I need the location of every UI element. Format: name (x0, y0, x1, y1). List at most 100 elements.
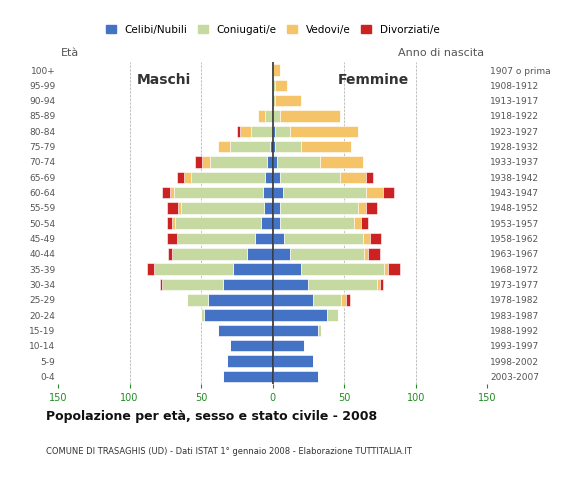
Bar (365, 202, 377, 214)
Bar (273, 264, 301, 275)
Bar (270, 141, 273, 152)
Bar (177, 233, 255, 244)
Bar (266, 110, 273, 122)
Bar (368, 248, 380, 260)
Bar (277, 156, 320, 168)
Bar (309, 279, 377, 290)
Bar (233, 264, 273, 275)
Bar (261, 217, 273, 229)
Bar (162, 187, 169, 198)
Bar (174, 187, 263, 198)
Bar (191, 171, 266, 183)
Bar (280, 171, 340, 183)
Bar (172, 217, 175, 229)
Bar (230, 340, 273, 351)
Bar (280, 217, 354, 229)
Bar (273, 233, 284, 244)
Bar (273, 217, 280, 229)
Bar (362, 233, 370, 244)
Bar (354, 217, 361, 229)
Bar (266, 171, 273, 183)
Bar (273, 64, 280, 76)
Bar (227, 355, 273, 367)
Bar (240, 126, 251, 137)
Bar (267, 156, 273, 168)
Bar (280, 110, 340, 122)
Bar (264, 202, 273, 214)
Bar (273, 371, 318, 382)
Bar (162, 279, 223, 290)
Bar (230, 141, 270, 152)
Bar (346, 294, 350, 305)
Bar (247, 248, 273, 260)
Bar (383, 187, 394, 198)
Bar (273, 340, 304, 351)
Bar (223, 279, 273, 290)
Bar (251, 126, 273, 137)
Bar (273, 156, 277, 168)
Text: Popolazione per età, sesso e stato civile - 2008: Popolazione per età, sesso e stato civil… (46, 410, 378, 423)
Bar (273, 187, 282, 198)
Bar (273, 202, 280, 214)
Bar (209, 156, 267, 168)
Bar (187, 294, 208, 305)
Bar (166, 217, 172, 229)
Bar (276, 126, 290, 137)
Bar (276, 95, 301, 107)
Bar (178, 202, 181, 214)
Bar (301, 141, 351, 152)
Bar (237, 126, 240, 137)
Bar (273, 80, 275, 91)
Text: Anno di nascita: Anno di nascita (398, 48, 484, 58)
Bar (273, 355, 313, 367)
Bar (273, 110, 280, 122)
Bar (154, 264, 233, 275)
Bar (166, 202, 178, 214)
Bar (177, 171, 184, 183)
Bar (365, 187, 383, 198)
Bar (184, 171, 191, 183)
Bar (276, 80, 287, 91)
Bar (361, 217, 368, 229)
Text: Femmine: Femmine (337, 73, 408, 87)
Bar (384, 264, 389, 275)
Bar (327, 309, 338, 321)
Bar (290, 126, 358, 137)
Bar (204, 309, 273, 321)
Bar (273, 126, 275, 137)
Bar (218, 324, 273, 336)
Bar (370, 233, 381, 244)
Bar (313, 294, 341, 305)
Bar (340, 171, 365, 183)
Legend: Celibi/Nubili, Coniugati/e, Vedovi/e, Divorziati/e: Celibi/Nubili, Coniugati/e, Vedovi/e, Di… (104, 23, 441, 37)
Bar (377, 279, 380, 290)
Bar (301, 264, 384, 275)
Bar (172, 248, 247, 260)
Text: Età: Età (61, 48, 79, 58)
Bar (168, 248, 172, 260)
Bar (273, 279, 309, 290)
Bar (202, 156, 209, 168)
Bar (169, 187, 174, 198)
Bar (380, 279, 383, 290)
Bar (284, 233, 362, 244)
Bar (195, 156, 202, 168)
Bar (147, 264, 154, 275)
Bar (258, 110, 266, 122)
Bar (389, 264, 400, 275)
Text: COMUNE DI TRASAGHIS (UD) - Dati ISTAT 1° gennaio 2008 - Elaborazione TUTTITALIA.: COMUNE DI TRASAGHIS (UD) - Dati ISTAT 1°… (46, 446, 412, 456)
Bar (273, 171, 280, 183)
Bar (273, 309, 327, 321)
Bar (218, 141, 230, 152)
Bar (273, 141, 275, 152)
Bar (365, 171, 373, 183)
Bar (320, 156, 362, 168)
Bar (358, 202, 365, 214)
Bar (273, 324, 318, 336)
Bar (181, 202, 264, 214)
Text: Maschi: Maschi (137, 73, 191, 87)
Bar (255, 233, 273, 244)
Bar (208, 294, 273, 305)
Bar (273, 294, 313, 305)
Bar (160, 279, 162, 290)
